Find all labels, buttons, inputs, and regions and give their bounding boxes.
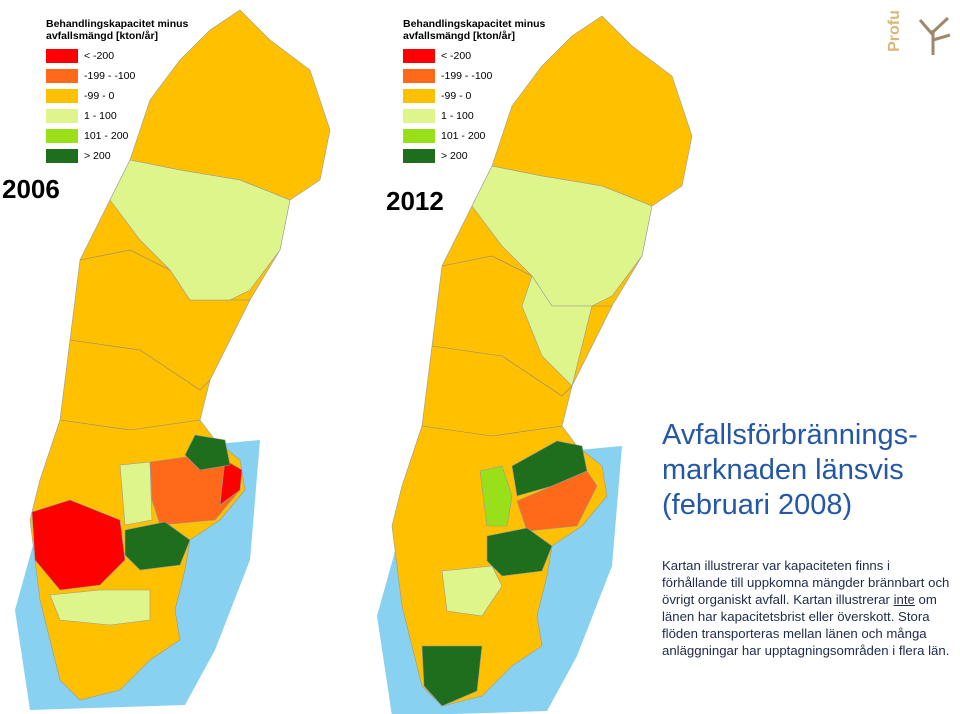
legend-item: 1 - 100 — [46, 106, 188, 126]
year-label: 2012 — [386, 186, 444, 216]
legend-item: -199 - -100 — [403, 66, 545, 86]
legend-swatch — [46, 69, 78, 83]
legend-swatch — [46, 49, 78, 63]
legend-label: 101 - 200 — [441, 130, 486, 142]
body-text: Kartan illustrerar var kapaciteten finns… — [662, 557, 958, 659]
map-2006 — [14, 9, 331, 711]
legend-item: 101 - 200 — [403, 126, 545, 146]
legend-label: -99 - 0 — [441, 90, 472, 102]
legend-swatch — [403, 89, 435, 103]
legend-swatch — [46, 89, 78, 103]
title-line: Avfallsförbrännings- — [662, 419, 918, 451]
legend-title: avfallsmängd [kton/år] — [403, 30, 516, 42]
legend-label: 1 - 100 — [84, 110, 117, 122]
legend-swatch — [403, 129, 435, 143]
legend-item: -199 - -100 — [46, 66, 188, 86]
legend-item: 101 - 200 — [46, 126, 188, 146]
logo-tree — [918, 16, 951, 55]
legend-item: -99 - 0 — [46, 86, 188, 106]
legend-swatch — [403, 149, 435, 163]
title-line: (februari 2008) — [662, 489, 853, 521]
legend-label: -199 - -100 — [441, 70, 493, 82]
legend-label: > 200 — [84, 150, 111, 162]
legend-swatch — [46, 149, 78, 163]
legend-label: 1 - 100 — [441, 110, 474, 122]
legend-item: < -200 — [403, 46, 545, 66]
legend: Behandlingskapacitet minus avfallsmängd [… — [46, 18, 188, 166]
map-2012 — [376, 15, 693, 714]
legend-item: 1 - 100 — [403, 106, 545, 126]
body-part: inte — [893, 592, 915, 607]
legend-title: avfallsmängd [kton/år] — [46, 30, 159, 42]
legend-swatch — [46, 129, 78, 143]
legend-swatch — [46, 109, 78, 123]
legend-label: -99 - 0 — [84, 90, 115, 102]
legend-item: > 200 — [403, 146, 545, 166]
legend-swatch — [403, 69, 435, 83]
year-label: 2006 — [2, 174, 60, 204]
legend-label: < -200 — [84, 50, 115, 62]
legend-title: Behandlingskapacitet minus — [46, 18, 189, 30]
legend-item: > 200 — [46, 146, 188, 166]
legend: Behandlingskapacitet minus avfallsmängd [… — [403, 18, 545, 166]
body-part: Kartan illustrerar var kapaciteten finns… — [662, 558, 950, 607]
legend-label: 101 - 200 — [84, 130, 129, 142]
title: Avfallsförbrännings-marknaden länsvis (fe… — [662, 418, 918, 523]
legend-swatch — [403, 109, 435, 123]
legend-label: < -200 — [441, 50, 472, 62]
legend-item: < -200 — [46, 46, 188, 66]
legend-swatch — [403, 49, 435, 63]
title-line: marknaden länsvis — [662, 454, 904, 486]
legend-label: > 200 — [441, 150, 468, 162]
legend-label: -199 - -100 — [84, 70, 136, 82]
logo: Profu — [878, 10, 958, 55]
body-part: om länen har kapacitetsbrist eller övers… — [662, 592, 950, 658]
legend-title: Behandlingskapacitet minus — [403, 18, 546, 30]
legend-item: -99 - 0 — [403, 86, 545, 106]
